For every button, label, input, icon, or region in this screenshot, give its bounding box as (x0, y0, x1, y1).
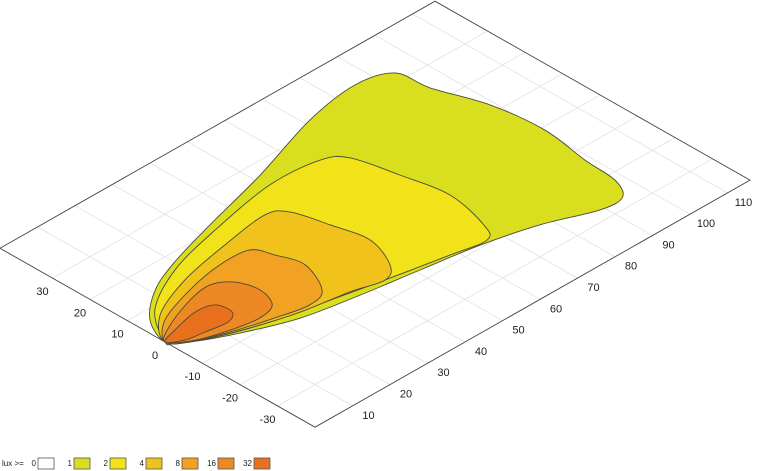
legend-swatch (73, 457, 91, 470)
legend-label: 32 (243, 459, 252, 468)
y-tick-label: 30 (36, 286, 48, 298)
legend-label: 0 (32, 459, 37, 468)
legend-label: 8 (176, 459, 181, 468)
contour (164, 304, 234, 344)
x-tick-label: 30 (437, 367, 449, 379)
legend-swatch (217, 457, 235, 470)
legend-label: 16 (207, 459, 216, 468)
legend-swatch (181, 457, 199, 470)
y-tick-label: 10 (111, 329, 123, 341)
legend-swatch (109, 457, 127, 470)
y-tick-label: -10 (185, 371, 201, 383)
legend-swatch (145, 457, 163, 470)
legend-swatch (253, 457, 271, 470)
legend: lux >= 0 1 2 4 8 16 32 (2, 457, 271, 470)
x-tick-label: 100 (697, 218, 715, 230)
legend-swatch (37, 457, 55, 470)
x-tick-label: 20 (400, 389, 412, 401)
plot-border (0, 0, 751, 428)
y-tick-label: -30 (260, 414, 276, 426)
x-tick-label: 50 (512, 325, 524, 337)
x-tick-label: 70 (587, 282, 599, 294)
legend-title: lux >= (2, 459, 24, 468)
grid-line (52, 30, 488, 279)
y-tick-label: 0 (152, 350, 158, 362)
grid-line (277, 158, 713, 407)
legend-label: 1 (68, 459, 73, 468)
x-tick-label: 90 (662, 239, 674, 251)
x-tick-label: 10 (362, 410, 374, 422)
legend-label: 4 (140, 459, 145, 468)
x-tick-label: 80 (625, 261, 637, 273)
legend-label: 2 (104, 459, 109, 468)
y-tick-label: 20 (74, 307, 86, 319)
y-tick-label: -20 (222, 393, 238, 405)
x-tick-label: 40 (475, 346, 487, 358)
x-tick-label: 110 (735, 197, 753, 209)
x-tick-label: 60 (550, 303, 562, 315)
